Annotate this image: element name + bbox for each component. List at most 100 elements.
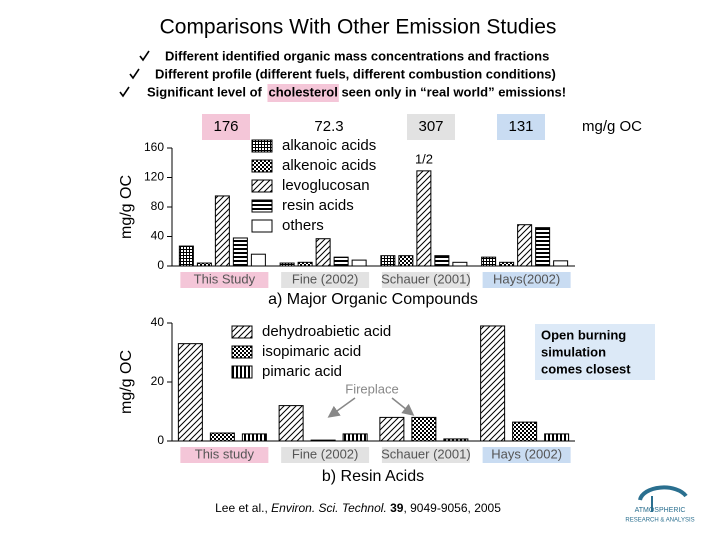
legend-swatch — [231, 345, 253, 359]
legend-label: isopimaric acid — [262, 343, 361, 360]
y-tick-label: 160 — [144, 140, 164, 154]
bar — [380, 255, 396, 267]
bar — [512, 421, 538, 442]
legend-label: alkanoic acids — [282, 137, 376, 154]
bar — [214, 195, 230, 267]
legend-label: dehydroabietic acid — [262, 323, 391, 340]
bar — [416, 170, 432, 267]
bar — [178, 245, 194, 267]
bar — [177, 343, 203, 442]
x-tick-label: Schauer (2001) — [381, 271, 471, 286]
bar — [297, 261, 313, 267]
legend-label: levoglucosan — [282, 177, 370, 194]
legend-label: resin acids — [282, 197, 354, 214]
slide-title: Comparisons With Other Emission Studies — [160, 16, 557, 39]
category-bg — [482, 447, 571, 463]
bar — [480, 325, 506, 442]
check-icon — [129, 68, 140, 80]
legend-swatch — [231, 325, 253, 339]
bar — [232, 237, 248, 267]
callout: comes closest — [541, 361, 631, 376]
total-label: 307 — [418, 118, 443, 135]
category-bg — [180, 272, 269, 288]
bar — [481, 256, 497, 267]
legend-label: alkenoic acids — [282, 157, 376, 174]
total-label: 131 — [508, 118, 533, 135]
total-label: 176 — [213, 118, 238, 135]
fireplace-label: Fireplace — [345, 381, 398, 396]
y-tick-label: 120 — [144, 170, 164, 184]
highlight — [267, 84, 339, 102]
category-bg — [381, 272, 470, 288]
bar — [241, 433, 267, 442]
legend-label: pimaric acid — [262, 363, 342, 380]
y-tick-label: 40 — [151, 315, 165, 329]
bar — [342, 433, 368, 442]
bar — [333, 256, 349, 267]
citation: Lee et al., Environ. Sci. Technol. 39, 9… — [215, 501, 501, 515]
check-icon — [119, 86, 130, 98]
bar — [517, 224, 533, 267]
bar — [452, 261, 468, 267]
bar — [279, 262, 295, 267]
y-axis-label: mg/g OC — [118, 175, 135, 239]
arrow — [327, 397, 356, 418]
bar — [499, 261, 515, 267]
bar — [310, 439, 336, 442]
check-icon — [139, 50, 150, 62]
bullet: seen only in “real world” emissions! — [338, 84, 566, 99]
bar — [544, 433, 570, 442]
x-axis-label: a) Major Organic Compounds — [268, 291, 478, 308]
callout: simulation — [541, 344, 606, 359]
citation-volume: 39 — [390, 501, 404, 515]
logo-arc — [638, 485, 688, 501]
units-label: mg/g OC — [582, 118, 642, 135]
bullet: Significant level of — [147, 84, 265, 99]
bar — [398, 255, 414, 267]
legend-swatch — [251, 139, 273, 153]
bullet-highlight: cholesterol — [268, 84, 337, 99]
category-bg — [381, 447, 470, 463]
bar — [411, 416, 437, 442]
bar — [535, 227, 551, 267]
bar — [196, 262, 212, 267]
bar — [209, 432, 235, 442]
bar — [553, 260, 569, 267]
x-tick-label: Hays (2002) — [491, 446, 562, 461]
x-tick-label: This study — [195, 446, 255, 461]
bar — [278, 405, 304, 442]
bar — [315, 238, 331, 267]
bar — [379, 416, 405, 442]
category-bg — [180, 447, 269, 463]
citation-part: , 9049-9056, 2005 — [403, 501, 501, 515]
callout: Open burning — [541, 327, 626, 342]
bullet: Different profile (different fuels, diff… — [155, 66, 556, 81]
x-tick-label: Fine (2002) — [292, 271, 358, 286]
legend-swatch — [251, 199, 273, 213]
legend-swatch — [251, 179, 273, 193]
y-tick-label: 20 — [151, 374, 165, 388]
category-bg — [482, 272, 571, 288]
total-bg — [407, 114, 455, 140]
x-tick-label: This Study — [194, 271, 256, 286]
x-tick-label: Schauer (2001) — [381, 446, 471, 461]
total-bg — [497, 114, 545, 140]
bar — [434, 255, 450, 267]
y-tick-label: 0 — [157, 433, 164, 447]
callout-box — [535, 324, 655, 380]
legend-label: others — [282, 217, 324, 234]
category-bg — [281, 447, 370, 463]
y-tick-label: 80 — [151, 199, 165, 213]
arrow — [391, 397, 415, 416]
total-bg — [202, 114, 250, 140]
citation-journal: Environ. Sci. Technol. — [271, 501, 390, 515]
x-axis-label: b) Resin Acids — [322, 468, 424, 485]
x-tick-label: Fine (2002) — [292, 446, 358, 461]
legend-swatch — [251, 159, 273, 173]
annotation: 1/2 — [415, 151, 433, 166]
bar — [250, 253, 266, 267]
category-bg — [281, 272, 370, 288]
y-tick-label: 0 — [157, 258, 164, 272]
